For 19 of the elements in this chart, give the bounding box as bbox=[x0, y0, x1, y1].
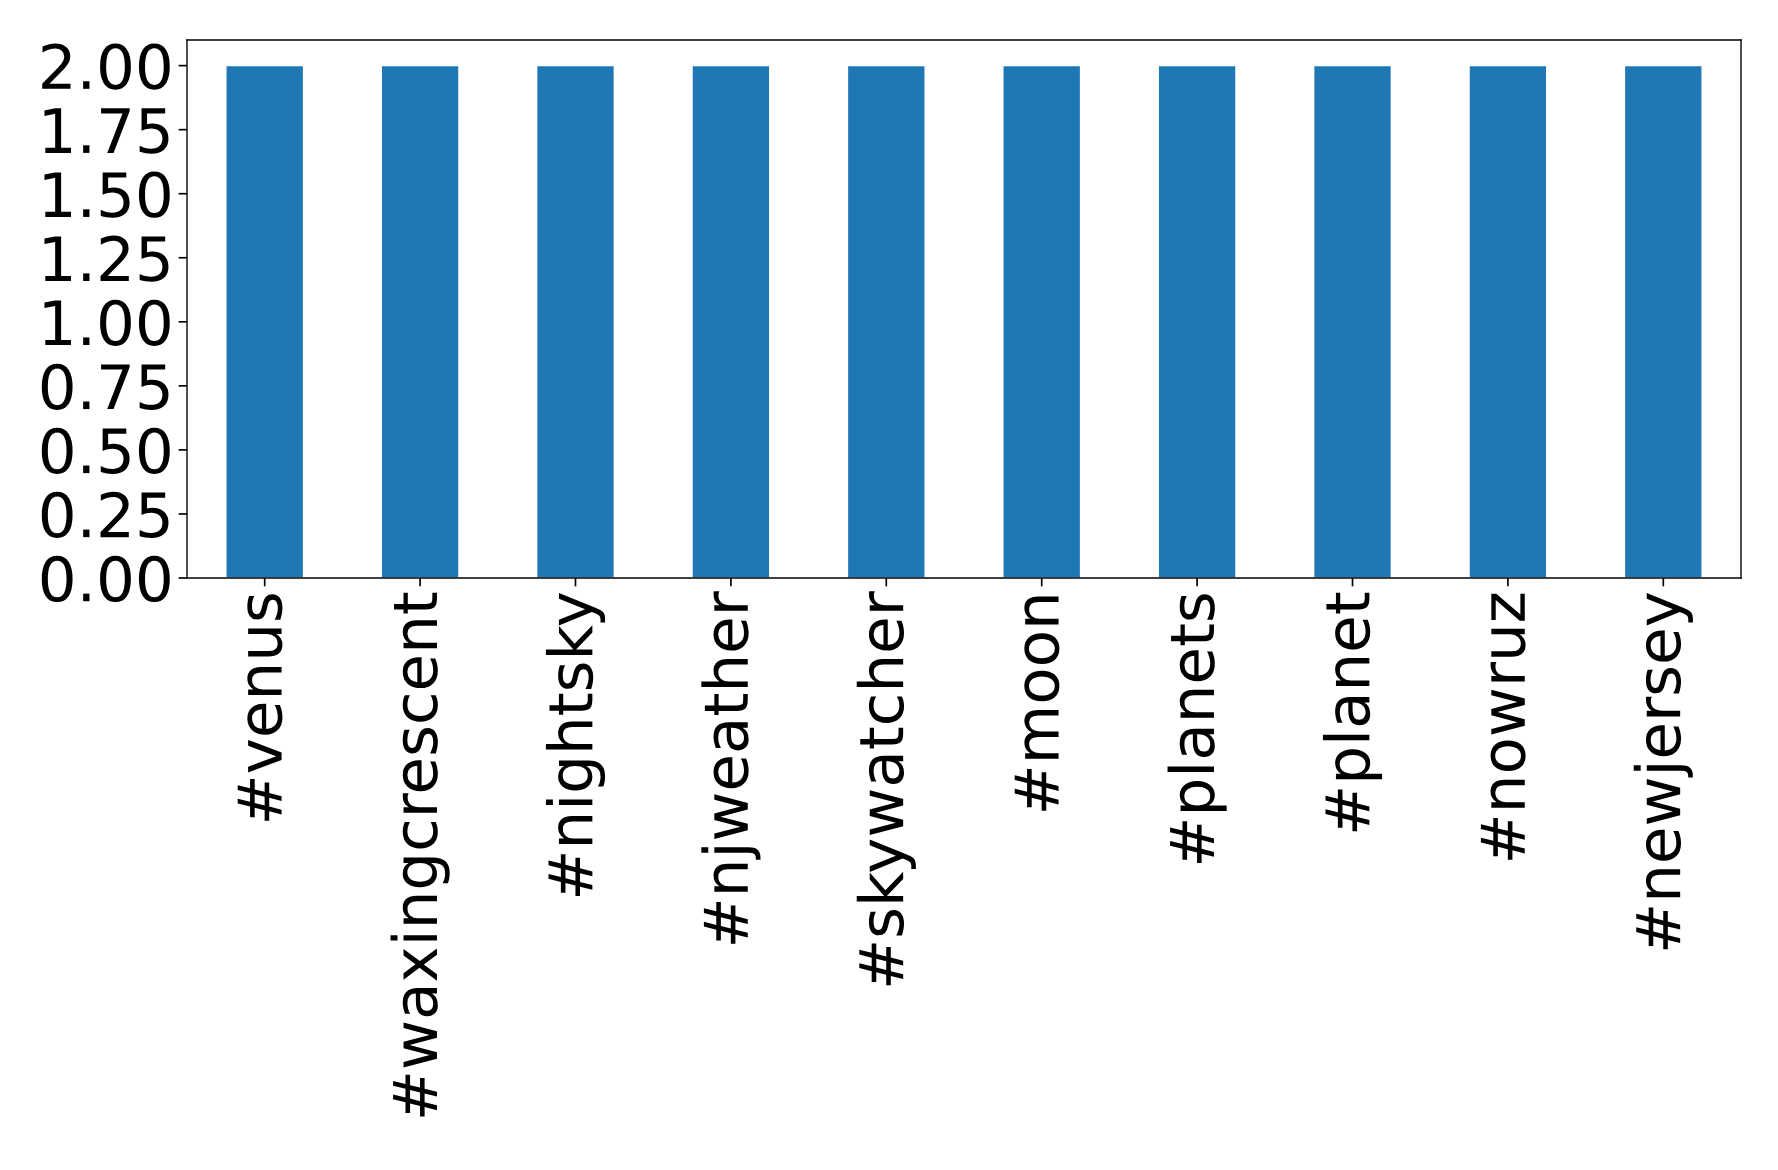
x-tick-label: #nowruz bbox=[1480, 593, 1526, 860]
y-tick-label: 2.00 bbox=[42, 43, 170, 90]
x-tick-label: #planet bbox=[1322, 592, 1383, 832]
x-tick-label: #planets bbox=[1167, 594, 1227, 864]
x-tick-label: #waxingcrescent bbox=[390, 592, 450, 1117]
y-tick-label: 0.00 bbox=[41, 555, 170, 603]
y-tick-label: 1.25 bbox=[44, 235, 169, 282]
y-tick-label: 1.50 bbox=[44, 171, 170, 218]
x-tick-label: #moon bbox=[1014, 596, 1060, 811]
x-tick-label: #venus bbox=[237, 594, 283, 821]
x-tick-label: #newjersey bbox=[1633, 593, 1693, 950]
x-tick-label: #njweather bbox=[701, 591, 761, 944]
x-tick-label: #skywatcher bbox=[856, 591, 916, 986]
y-tick-label: 0.50 bbox=[41, 427, 170, 474]
x-tick-label: #nightsky bbox=[545, 593, 606, 897]
y-tick-label: 0.75 bbox=[41, 363, 169, 410]
y-tick-label: 0.25 bbox=[41, 491, 169, 539]
y-tick-label: 1.75 bbox=[44, 108, 169, 154]
y-tick-label: 1.00 bbox=[44, 299, 170, 346]
